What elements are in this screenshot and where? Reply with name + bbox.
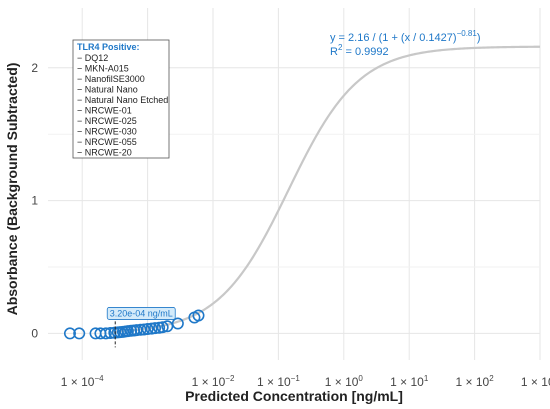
lod-layer: 3.20e-04 ng/mL [106, 307, 176, 348]
legend-title: TLR4 Positive: [77, 42, 140, 52]
legend-item: − DQ12 [77, 53, 108, 63]
legend-item: − NRCWE-030 [77, 127, 137, 137]
legend: TLR4 Positive: − DQ12− MKN-A015− Nanofil… [72, 39, 170, 159]
lod-label: 3.20e-04 ng/mL [110, 308, 173, 318]
y-tick-label: 2 [31, 61, 38, 75]
x-tick-label: 1 × 10−1 [257, 374, 300, 389]
r2-superscript: 2 [338, 43, 343, 52]
legend-items: − DQ12− MKN-A015− NanofilSE3000− Natural… [77, 53, 168, 158]
equation-exponent: −0.81 [457, 29, 478, 38]
svg-text:y = 2.16 / (1 + (x / 0.1427)−0: y = 2.16 / (1 + (x / 0.1427)−0.81) [330, 29, 481, 44]
r2-value: = 0.9992 [342, 46, 388, 58]
fit-curve [113, 45, 541, 333]
r2-label: R [330, 46, 338, 58]
equation-main: y = 2.16 / (1 + (x / 0.1427) [330, 32, 457, 44]
y-tick-label: 1 [31, 194, 38, 208]
x-tick-label: 1 × 10−2 [192, 374, 235, 389]
equation-close: ) [477, 32, 481, 44]
ticks-layer: 1 × 10−4 1 × 10−2 1 × 10−1 1 × 100 1 × 101 1 … [31, 61, 550, 389]
data-point [137, 323, 150, 336]
legend-item: − NanofilSE3000 [77, 74, 145, 84]
legend-item: − Natural Nano [77, 85, 138, 95]
legend-item: − Natural Nano Etched [77, 95, 168, 105]
data-point [149, 322, 162, 335]
data-point [99, 327, 112, 340]
data-point [161, 320, 174, 333]
svg-text:R2 = 0.9992: R2 = 0.9992 [330, 43, 389, 58]
points-layer [63, 309, 205, 340]
lod-label-box [106, 307, 176, 320]
legend-item: − NRCWE-01 [77, 106, 132, 116]
x-tick-label: 1 × 103 [521, 374, 550, 389]
legend-box [72, 39, 170, 159]
legend-item: − NRCWE-055 [77, 137, 137, 147]
data-point [141, 323, 154, 336]
data-point [171, 317, 184, 330]
x-axis-label: Predicted Concentration [ng/mL] [185, 388, 403, 404]
legend-item: − NRCWE-025 [77, 116, 137, 126]
fit-equation: y = 2.16 / (1 + (x / 0.1427)−0.81) R2 = … [330, 29, 481, 58]
legend-item: − MKN-A015 [77, 64, 129, 74]
x-tick-label: 1 × 10−4 [61, 374, 104, 389]
data-point [192, 309, 205, 322]
fit-curve-layer [113, 45, 541, 333]
y-tick-label: 0 [31, 326, 38, 340]
x-tick-label: 1 × 102 [456, 374, 495, 389]
data-point [73, 327, 86, 340]
x-tick-label: 1 × 100 [325, 374, 364, 389]
data-point [63, 327, 76, 340]
x-tick-label: 1 × 101 [390, 374, 429, 389]
y-axis-label: Absorbance (Background Subtracted) [4, 63, 20, 316]
data-point [156, 321, 169, 334]
legend-item: − NRCWE-20 [77, 148, 132, 158]
